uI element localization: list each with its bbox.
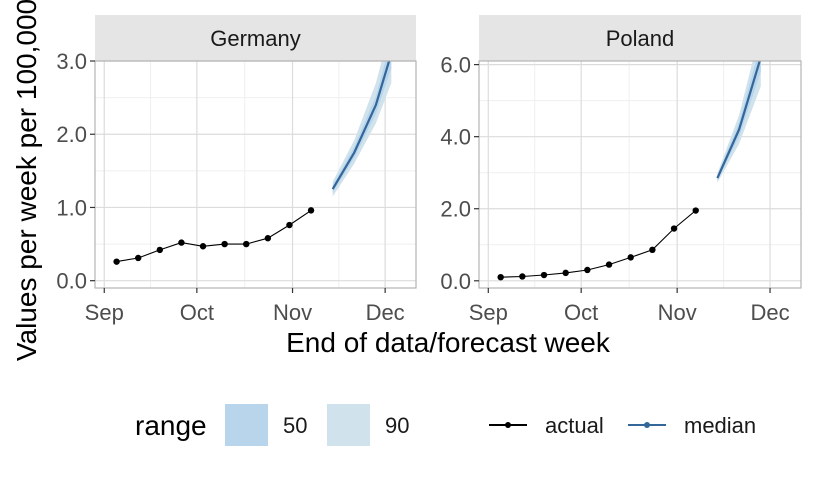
y-tick-label: 2.0 [440,197,471,222]
strip-label: Poland [606,26,675,51]
actual-point [649,246,656,254]
actual-point [243,240,250,248]
panel-poland: Poland Sep Oct Nov Dec 0.0 2.0 4.0 6.0 [440,15,802,325]
actual-point [627,254,634,261]
panel-germany: Germany Sep Oct Nov Dec 0.0 1.0 2.0 3.0 [56,15,417,325]
actual-point [264,235,272,242]
actual-point [199,243,207,250]
legend-key-actual-point [505,422,511,428]
facet-panels: Germany Sep Oct Nov Dec 0.0 1.0 2.0 3.0 Poland Sep… [56,15,802,325]
y-tick-label: 6.0 [440,53,471,78]
actual-point [670,225,678,232]
legend-key-range-90 [327,404,370,446]
actual-point [562,269,569,277]
panel-border [94,60,417,289]
actual-point [178,239,185,246]
actual-line [116,209,312,263]
panel-border [478,60,802,289]
median-line [331,61,391,190]
legend-label-range-90: 90 [385,413,409,438]
legend-key-median-point [644,422,650,428]
x-axis-title: End of data/forecast week [286,327,611,358]
x-tick-label: Oct [564,300,598,325]
range-50-band [332,61,392,193]
legend: range 50 90 actual median [135,404,756,446]
x-tick-label: Sep [469,300,508,325]
actual-line [500,210,697,278]
actual-point [584,266,591,274]
y-tick-label: 0.0 [56,269,87,294]
y-axis-title: Values per week per 100,000 [11,0,42,361]
x-tick-label: Sep [85,300,124,325]
strip-background [479,15,801,61]
y-tick-label: 3.0 [56,49,87,74]
x-tick-label: Nov [273,300,312,325]
y-tick-label: 0.0 [440,269,471,294]
y-tick-label: 2.0 [56,122,87,147]
actual-point [113,258,120,265]
legend-label-median: median [684,413,756,438]
actual-point [156,246,164,254]
median-line [716,61,761,179]
x-tick-label: Oct [180,300,214,325]
strip-background [95,15,416,61]
y-tick-label: 1.0 [56,195,87,220]
x-tick-label: Nov [658,300,697,325]
actual-point [286,221,293,229]
legend-label-range-50: 50 [283,413,307,438]
strip-label: Germany [210,26,300,51]
actual-point [540,271,548,279]
actual-point [519,273,526,280]
actual-point [692,207,699,214]
panel-data [113,61,392,265]
panel-data [497,61,761,281]
legend-title: range [135,410,207,441]
legend-key-range-50 [225,404,268,446]
actual-point [605,261,613,268]
actual-point [221,240,228,248]
x-tick-label: Dec [750,300,789,325]
actual-point [135,254,142,262]
legend-label-actual: actual [545,413,604,438]
y-tick-label: 4.0 [440,125,471,150]
panel-background [95,61,416,288]
actual-point [497,273,504,281]
x-tick-label: Dec [366,300,405,325]
actual-point [307,207,315,214]
